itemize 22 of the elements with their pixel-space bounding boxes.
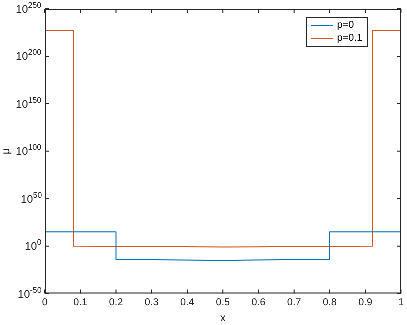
x-tick-label: 0 <box>42 298 48 309</box>
x-tick-label: 0.2 <box>109 298 124 309</box>
x-tick-label: 0.4 <box>180 298 195 309</box>
y-axis-title: μ <box>0 148 13 155</box>
legend-label: p=0 <box>337 20 354 31</box>
legend-label: p=0.1 <box>337 33 363 44</box>
y-tick-label: 10$^{100}$ <box>16 143 42 158</box>
x-tick-label: 0.6 <box>252 298 266 309</box>
y-tick-label: 10$^{250}$ <box>16 1 42 16</box>
x-tick-label: 1 <box>398 298 404 309</box>
x-tick-label: 0.8 <box>323 298 338 309</box>
y-tick-label: 10$^{150}$ <box>16 96 42 111</box>
x-tick-label: 0.7 <box>287 298 302 309</box>
y-tick-label: 10$^{200}$ <box>16 48 42 64</box>
x-tick-label: 0.3 <box>144 298 160 309</box>
x-axis-title: x <box>220 312 226 324</box>
y-tick-label: 10$^{-50}$ <box>18 286 42 301</box>
x-tick-label: 0.9 <box>358 298 373 309</box>
y-tick-label: 10$^{50}$ <box>21 190 42 206</box>
x-tick-label: 0.1 <box>74 298 88 309</box>
y-tick-label: 10$^{0}$ <box>25 238 42 254</box>
x-tick-label: 0.5 <box>216 298 230 309</box>
